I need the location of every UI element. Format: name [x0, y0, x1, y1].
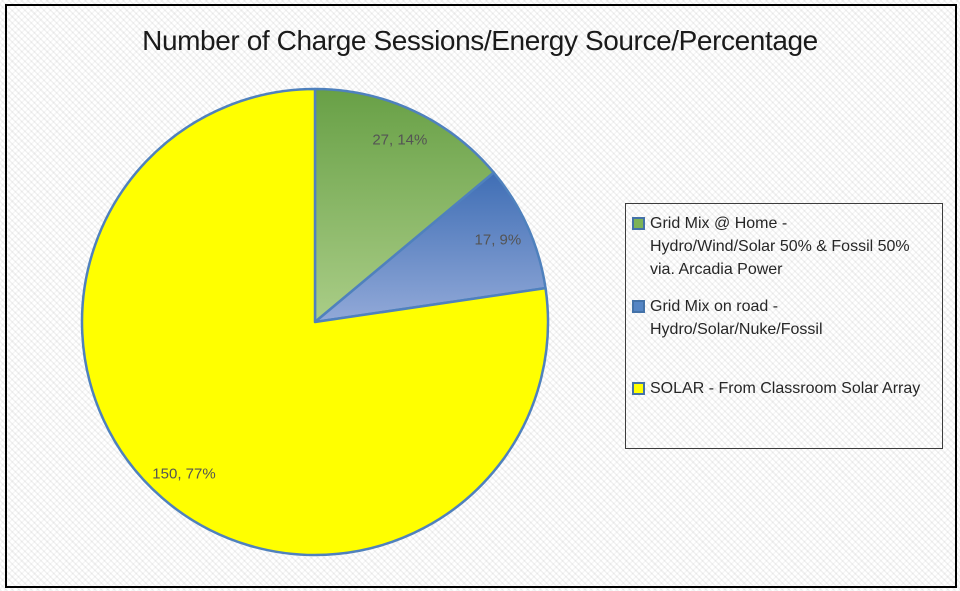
legend-swatch-icon — [632, 300, 645, 313]
legend-label-line: via. Arcadia Power — [650, 261, 783, 278]
slice-data-label: 150, 77% — [152, 465, 216, 483]
pie-slice-1[interactable] — [313, 87, 496, 324]
legend-label-line: Grid Mix @ Home - — [650, 215, 788, 232]
legend-label: SOLAR - From Classroom Solar Array — [650, 377, 920, 400]
legend-label: Grid Mix on road - Hydro/Solar/Nuke/Fossi… — [650, 295, 823, 341]
legend-label: Grid Mix @ Home - Hydro/Wind/Solar 50% & … — [650, 212, 910, 281]
legend-swatch-icon — [632, 382, 645, 395]
chart-legend[interactable]: Grid Mix @ Home - Hydro/Wind/Solar 50% & … — [625, 203, 943, 449]
slice-data-label: 17, 9% — [474, 231, 522, 249]
legend-label-line: Grid Mix on road - — [650, 298, 779, 315]
pie-slice-2[interactable] — [313, 171, 547, 324]
legend-label-line: SOLAR - From Classroom Solar Array — [650, 380, 921, 397]
legend-item-3[interactable]: SOLAR - From Classroom Solar Array — [632, 377, 938, 400]
chart-title: Number of Charge Sessions/Energy Source/… — [142, 25, 818, 56]
pie-slice-3[interactable] — [80, 87, 550, 557]
pie-chart[interactable]: 27, 14% 17, 9% 150, 77% — [79, 86, 551, 558]
legend-item-1[interactable]: Grid Mix @ Home - Hydro/Wind/Solar 50% & … — [632, 212, 938, 281]
legend-label-line: Hydro/Wind/Solar 50% & Fossil 50% — [650, 238, 910, 255]
slice-data-label: 27, 14% — [372, 131, 428, 149]
legend-item-2[interactable]: Grid Mix on road - Hydro/Solar/Nuke/Fossi… — [632, 295, 938, 341]
legend-swatch-icon — [632, 217, 645, 230]
pie-svg — [80, 87, 550, 557]
legend-label-line: Hydro/Solar/Nuke/Fossil — [650, 321, 823, 338]
